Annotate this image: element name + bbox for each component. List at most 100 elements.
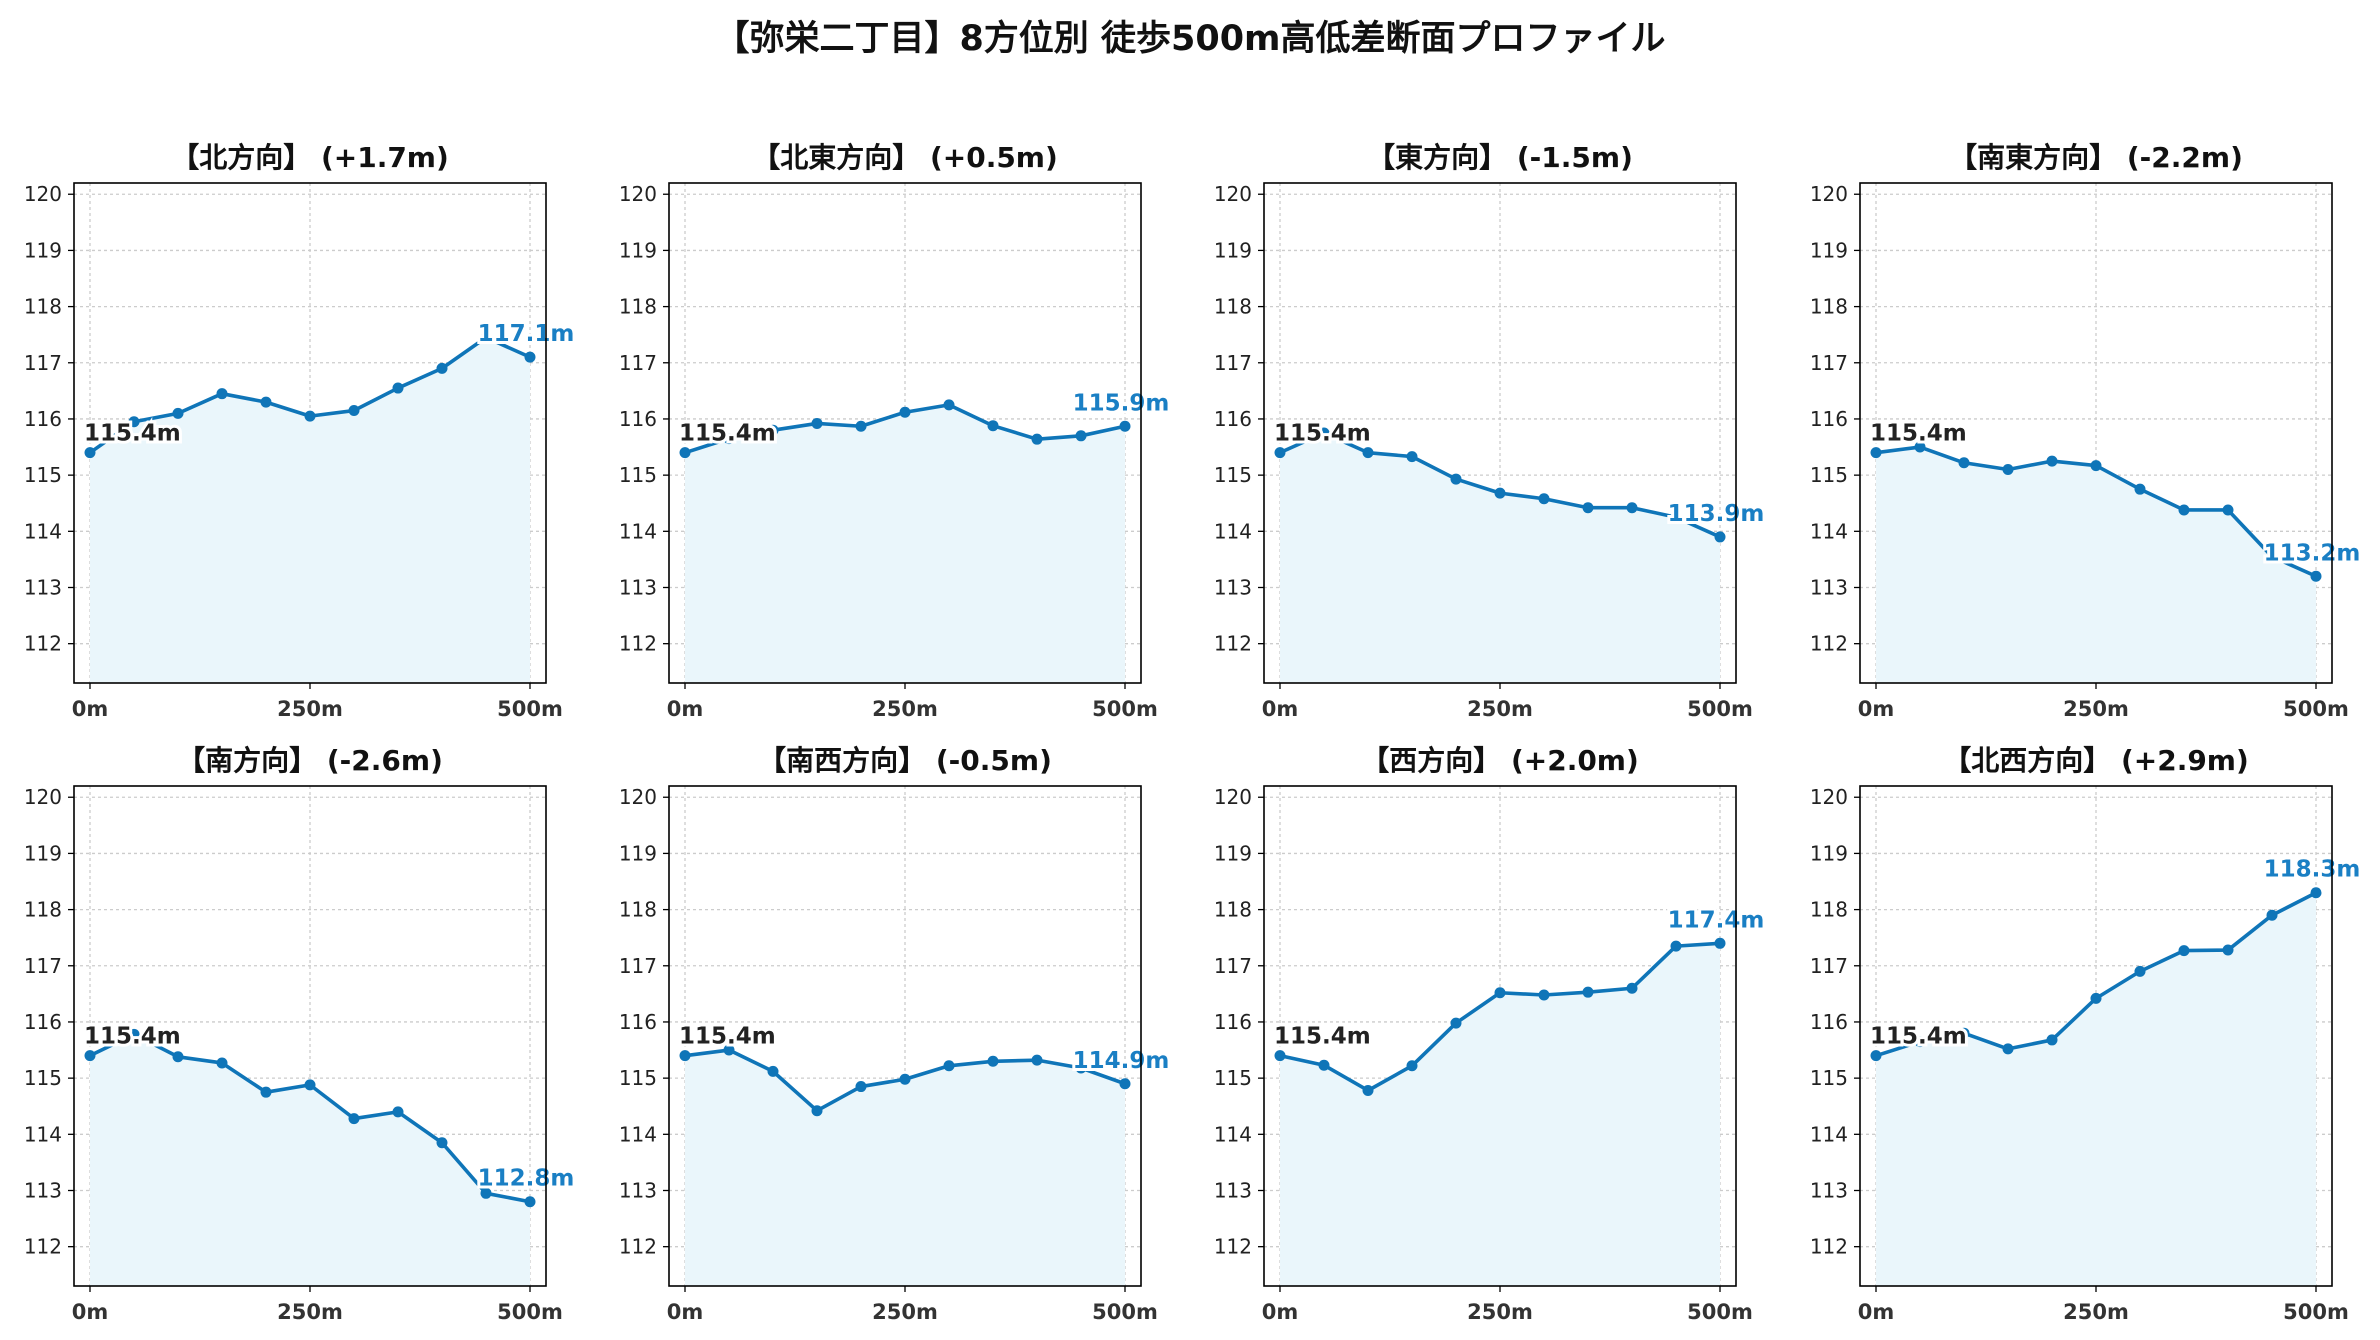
- data-point: [811, 417, 823, 429]
- y-tick-label: 120: [619, 182, 657, 206]
- data-point: [1075, 430, 1087, 442]
- y-tick-label: 117: [1214, 954, 1252, 978]
- data-point: [987, 1055, 999, 1067]
- data-point: [1714, 531, 1726, 543]
- end-elevation-label: 113.2m: [2264, 540, 2361, 566]
- plot-frame: [1859, 785, 2333, 1287]
- x-tick-label: 500m: [1092, 1300, 1158, 1324]
- data-point: [2002, 464, 2014, 476]
- data-point: [2090, 460, 2102, 472]
- y-tick-label: 114: [1214, 1122, 1252, 1146]
- data-point: [2266, 909, 2278, 921]
- y-tick-label: 114: [619, 1122, 657, 1146]
- end-elevation-label: 118.3m: [2264, 857, 2361, 883]
- x-tick-label: 500m: [497, 697, 563, 721]
- chart-panel: 【南方向】 (-2.6m) 112 113 114 115 116 117 118 119 120…: [24, 744, 578, 1324]
- y-tick-label: 119: [1214, 238, 1252, 262]
- data-point: [723, 1044, 735, 1056]
- data-point: [1958, 457, 1970, 469]
- y-tick-label: 115: [24, 463, 62, 487]
- chart-title: 【西方向】 (+2.0m): [1361, 744, 1639, 777]
- y-tick-label: 119: [619, 841, 657, 865]
- data-point: [1670, 940, 1682, 952]
- data-point: [84, 447, 96, 459]
- y-tick-label: 112: [1810, 632, 1848, 656]
- x-tick-label: 0m: [667, 1300, 704, 1324]
- plot-frame: [1263, 785, 1737, 1287]
- y-tick-label: 115: [1214, 1066, 1252, 1090]
- x-tick-label: 0m: [1262, 1300, 1299, 1324]
- chart-title: 【南東方向】 (-2.2m): [1949, 141, 2243, 174]
- y-tick-label: 115: [619, 463, 657, 487]
- data-point: [767, 1065, 779, 1077]
- data-point: [1538, 493, 1550, 505]
- chart-panel: 【南東方向】 (-2.2m) 112 113 114 115 116 117 118 119 12…: [1810, 141, 2364, 721]
- y-tick-label: 120: [24, 182, 62, 206]
- area-fill: [90, 1034, 530, 1286]
- x-tick-label: 250m: [2063, 697, 2129, 721]
- y-tick-label: 117: [1810, 351, 1848, 375]
- y-tick-label: 116: [1810, 1010, 1848, 1034]
- x-tick-label: 0m: [1262, 697, 1299, 721]
- data-point: [2222, 944, 2234, 956]
- y-tick-label: 119: [1810, 841, 1848, 865]
- y-tick-label: 118: [24, 295, 62, 319]
- y-tick-label: 114: [1810, 1122, 1848, 1146]
- y-tick-label: 112: [24, 1235, 62, 1259]
- data-point: [480, 1187, 492, 1199]
- chart-panel: 【北西方向】 (+2.9m) 112 113 114 115 116 117 118 119 12…: [1810, 744, 2364, 1324]
- data-point: [1626, 982, 1638, 994]
- chart-panel: 【南西方向】 (-0.5m) 112 113 114 115 116 117 118 119 12…: [619, 744, 1173, 1324]
- y-tick-label: 117: [1810, 954, 1848, 978]
- data-point: [1958, 1027, 1970, 1039]
- data-point: [216, 388, 228, 400]
- data-point: [260, 1086, 272, 1098]
- plot-frame: [668, 785, 1142, 1287]
- y-tick-label: 116: [1810, 407, 1848, 431]
- end-elevation-label: 114.9m: [1073, 1048, 1170, 1074]
- y-tick-label: 115: [24, 1066, 62, 1090]
- data-point: [1318, 427, 1330, 439]
- y-tick-label: 120: [1810, 182, 1848, 206]
- y-tick-label: 116: [24, 1010, 62, 1034]
- x-tick-label: 0m: [72, 697, 109, 721]
- data-point: [2134, 483, 2146, 495]
- data-point: [1406, 451, 1418, 463]
- chart-title: 【北東方向】 (+0.5m): [752, 141, 1058, 174]
- plot-frame: [73, 785, 547, 1287]
- y-tick-label: 117: [619, 351, 657, 375]
- x-tick-label: 250m: [1467, 1300, 1533, 1324]
- data-point: [128, 1028, 140, 1040]
- y-tick-label: 112: [619, 1235, 657, 1259]
- y-tick-label: 112: [1214, 1235, 1252, 1259]
- chart-title: 【南西方向】 (-0.5m): [758, 744, 1052, 777]
- y-tick-label: 119: [619, 238, 657, 262]
- y-tick-label: 117: [619, 954, 657, 978]
- start-elevation-label: 115.4m: [679, 421, 776, 447]
- data-point: [1914, 1036, 1926, 1048]
- plot-frame: [1263, 182, 1737, 684]
- data-point: [128, 416, 140, 428]
- start-elevation-label: 115.4m: [1870, 421, 1967, 447]
- y-tick-label: 114: [24, 519, 62, 543]
- data-point: [260, 396, 272, 408]
- y-tick-label: 115: [1810, 463, 1848, 487]
- y-tick-label: 116: [1214, 407, 1252, 431]
- y-tick-label: 114: [619, 519, 657, 543]
- x-tick-label: 250m: [872, 697, 938, 721]
- start-elevation-label: 115.4m: [679, 1024, 776, 1050]
- y-tick-label: 120: [1810, 785, 1848, 809]
- x-tick-label: 500m: [1687, 1300, 1753, 1324]
- data-point: [304, 410, 316, 422]
- y-tick-label: 116: [619, 1010, 657, 1034]
- data-point: [392, 1106, 404, 1118]
- figure-title: 【弥栄二丁目】8方位別 徒歩500m高低差断面プロファイル: [714, 19, 1666, 59]
- data-point: [855, 1081, 867, 1093]
- y-tick-label: 118: [619, 898, 657, 922]
- data-point: [436, 1137, 448, 1149]
- end-elevation-label: 117.4m: [1668, 907, 1765, 933]
- data-point: [1494, 987, 1506, 999]
- area-fill: [685, 404, 1125, 683]
- data-point: [216, 1057, 228, 1069]
